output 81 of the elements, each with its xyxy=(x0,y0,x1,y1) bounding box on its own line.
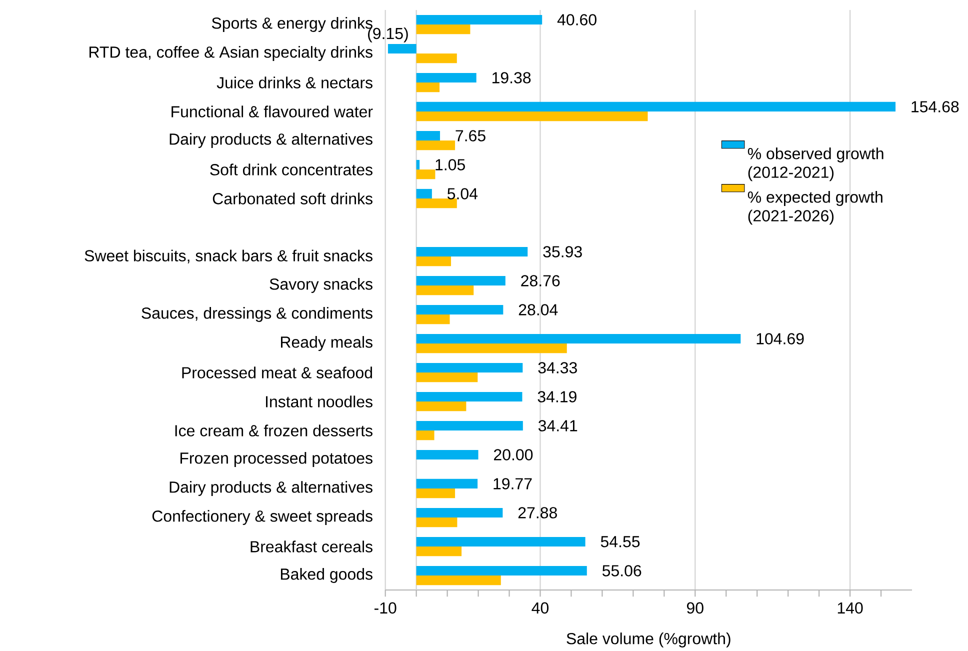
y-tick-label: Dairy products & alternatives xyxy=(170,133,372,148)
data-label: 19.38 xyxy=(492,72,531,84)
bar xyxy=(416,304,504,315)
y-tick-label: Processed meat & seafood xyxy=(182,366,372,378)
y-tick-label: Ice cream & frozen desserts xyxy=(175,424,372,436)
data-label: 104.69 xyxy=(756,333,804,344)
bar xyxy=(416,430,434,440)
bar xyxy=(416,140,456,150)
y-tick-label: Ready meals xyxy=(281,336,372,351)
data-label: 5.04 xyxy=(448,188,478,200)
bar xyxy=(416,72,476,83)
bar xyxy=(416,130,440,141)
bar xyxy=(416,344,567,354)
data-label: 28.04 xyxy=(518,304,558,316)
data-label: 34.41 xyxy=(538,420,578,432)
bar xyxy=(416,508,503,518)
bar xyxy=(416,334,741,344)
data-label: 34.19 xyxy=(538,391,576,402)
bar xyxy=(416,518,458,528)
bar xyxy=(416,372,478,382)
y-tick-label: Functional & flavoured water xyxy=(172,106,373,118)
y-tick-label: Soft drink concentrates xyxy=(210,164,372,176)
data-label: 54.55 xyxy=(600,536,640,548)
data-label: 7.65 xyxy=(456,130,486,142)
bar xyxy=(416,188,432,199)
data-label: 40.60 xyxy=(557,14,596,26)
bar xyxy=(416,246,528,257)
data-label: 34.33 xyxy=(538,362,577,374)
x-tick-label: 40 xyxy=(532,602,549,614)
bar xyxy=(416,14,542,25)
data-label: 35.93 xyxy=(543,246,582,258)
y-tick-label: Sauces, dressings & condiments xyxy=(142,307,372,322)
data-label: 154.68 xyxy=(912,101,959,112)
data-label: 28.76 xyxy=(521,275,560,286)
y-tick-label: Sweet biscuits, snack bars & fruit snacks xyxy=(84,250,372,264)
bar xyxy=(416,276,506,286)
x-axis-title: Sale volume (%growth) xyxy=(566,632,730,648)
bar xyxy=(416,314,450,324)
y-tick-label: Frozen processed potatoes xyxy=(180,452,372,467)
bar xyxy=(416,566,587,576)
data-label: 27.88 xyxy=(518,507,557,518)
data-label: 20.00 xyxy=(494,449,533,460)
y-tick-label: Carbonated soft drinks xyxy=(212,192,372,204)
legend-label: % expected growth (2021-2026) xyxy=(748,191,882,225)
bar xyxy=(416,286,474,296)
y-tick-label: Instant noodles xyxy=(266,396,372,408)
bar xyxy=(416,450,478,460)
bar xyxy=(416,420,523,431)
data-label: 55.06 xyxy=(602,565,642,576)
y-tick-label: Breakfast cereals xyxy=(250,540,372,552)
y-tick-label: Dairy products & alternatives xyxy=(170,481,372,496)
x-tick-label: 140 xyxy=(838,602,863,614)
data-label: 1.05 xyxy=(436,159,465,170)
x-tick-label: 90 xyxy=(686,602,704,614)
bar xyxy=(416,170,436,180)
bar xyxy=(416,488,456,498)
y-tick-label: Juice drinks & nectars xyxy=(216,76,372,88)
y-tick-label: Confectionery & sweet spreads xyxy=(152,510,372,525)
bar xyxy=(416,198,457,208)
bar xyxy=(416,536,586,547)
legend-label: % observed growth (2012-2021) xyxy=(748,148,884,182)
data-label: 19.77 xyxy=(494,478,532,490)
bar xyxy=(416,402,466,412)
bar xyxy=(416,24,470,34)
bar xyxy=(416,478,478,489)
y-tick-label: RTD tea, coffee & Asian specialty drinks xyxy=(90,46,372,61)
bar xyxy=(416,102,896,112)
bar xyxy=(388,44,416,54)
bar xyxy=(416,576,501,586)
bar xyxy=(416,362,523,373)
x-tick-label: -10 xyxy=(374,602,396,614)
bar xyxy=(416,256,452,266)
bar xyxy=(416,546,462,556)
bar xyxy=(416,112,648,122)
y-tick-label: Savory snacks xyxy=(270,278,372,293)
data-label: (9.15) xyxy=(368,27,408,42)
bar xyxy=(416,54,457,64)
y-tick-label: Baked goods xyxy=(280,568,372,583)
bar xyxy=(416,392,522,402)
bar xyxy=(416,82,440,92)
bar xyxy=(416,160,420,170)
